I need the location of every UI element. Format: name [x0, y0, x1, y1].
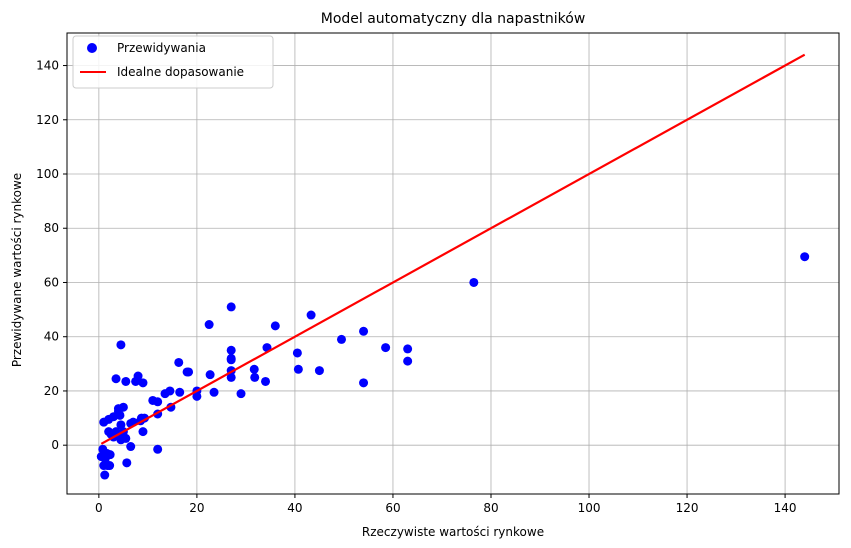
data-point — [111, 374, 121, 384]
data-point — [175, 387, 185, 397]
y-axis-ticks: 0 20 40 60 80 100 120 140 — [36, 59, 67, 452]
y-tick-label: 120 — [36, 113, 59, 127]
y-tick-label: 20 — [44, 384, 59, 398]
data-point — [118, 402, 128, 412]
ideal-fit-line — [100, 53, 806, 445]
data-point — [153, 444, 163, 454]
legend-label-predictions: Przewidywania — [117, 41, 206, 55]
data-point — [236, 389, 246, 399]
x-tick-label: 60 — [385, 501, 400, 515]
data-point — [403, 356, 413, 366]
x-tick-label: 40 — [287, 501, 302, 515]
data-point — [138, 378, 148, 388]
y-tick-label: 140 — [36, 59, 59, 73]
data-point — [116, 340, 126, 350]
data-point — [226, 372, 236, 382]
data-point — [153, 397, 163, 407]
data-point — [336, 334, 346, 344]
x-tick-label: 120 — [676, 501, 699, 515]
data-point — [469, 277, 479, 287]
legend-box — [72, 35, 274, 89]
data-point — [250, 372, 260, 382]
data-point — [121, 433, 131, 443]
data-point — [126, 442, 136, 452]
data-point — [174, 357, 184, 367]
y-tick-label: 60 — [44, 275, 59, 289]
x-tick-label: 20 — [189, 501, 204, 515]
data-point — [226, 302, 236, 312]
y-tick-label: 100 — [36, 167, 59, 181]
legend: Przewidywania Idealne dopasowanie — [72, 35, 274, 89]
legend-marker-predictions — [87, 43, 97, 53]
data-point — [100, 470, 110, 480]
data-point — [205, 370, 215, 380]
legend-label-ideal-fit: Idealne dopasowanie — [117, 65, 244, 79]
data-point — [292, 348, 302, 358]
x-tick-label: 80 — [483, 501, 498, 515]
data-point — [306, 310, 316, 320]
data-point — [122, 458, 132, 468]
data-point — [133, 371, 143, 381]
y-tick-label: 80 — [44, 221, 59, 235]
data-point — [204, 320, 214, 330]
data-point — [270, 321, 280, 331]
y-tick-label: 0 — [51, 438, 59, 452]
data-point — [359, 326, 369, 336]
data-point — [249, 364, 259, 374]
data-point — [138, 427, 148, 437]
data-point — [381, 343, 391, 353]
x-tick-label: 0 — [95, 501, 103, 515]
data-point — [800, 252, 810, 262]
plot-frame — [66, 32, 840, 495]
data-point — [184, 367, 194, 377]
data-point — [261, 376, 271, 386]
series-layer — [96, 53, 810, 480]
data-point — [116, 420, 126, 430]
data-point — [105, 461, 115, 471]
data-point — [293, 364, 303, 374]
data-point — [359, 378, 369, 388]
grid-lines — [67, 33, 839, 494]
x-axis-ticks: 0 20 40 60 80 100 120 140 — [95, 494, 797, 515]
data-point — [121, 376, 131, 386]
data-point — [192, 391, 202, 401]
data-point — [314, 366, 324, 376]
x-tick-label: 100 — [578, 501, 601, 515]
data-point — [105, 450, 115, 460]
data-point — [165, 386, 175, 396]
y-tick-label: 40 — [44, 330, 59, 344]
data-point — [209, 387, 219, 397]
data-point — [403, 344, 413, 354]
data-point — [226, 355, 236, 365]
x-axis-label: Rzeczywiste wartości rynkowe — [362, 525, 544, 539]
data-point — [115, 410, 125, 420]
x-tick-label: 140 — [774, 501, 797, 515]
chart-title: Model automatyczny dla napastników — [321, 11, 586, 27]
data-point — [226, 345, 236, 355]
y-axis-label: Przewidywane wartości rynkowe — [10, 173, 24, 367]
